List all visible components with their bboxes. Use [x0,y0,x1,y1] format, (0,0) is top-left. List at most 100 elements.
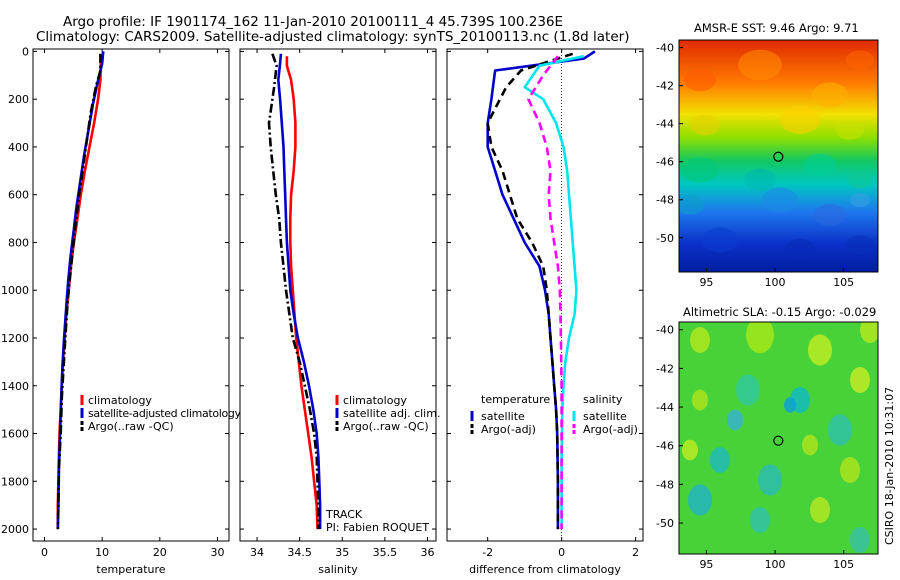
sst-map: 95 100 105 -40 -42 -44 -46 -48 -50 [656,39,879,289]
argo-location-marker [773,435,784,446]
y-tick-label: -46 [656,156,674,169]
x-tick-label: 35.5 [373,546,398,559]
sst-patch [846,235,874,255]
y-tick-label: 1800 [1,475,29,488]
y-tick-label: 800 [8,236,29,249]
sst-patch [848,171,872,189]
series-line-satellite-adj-clim- [277,53,322,530]
sla-patch [808,334,832,366]
sla-patch [860,322,878,343]
argo-location-marker [773,151,784,162]
legend-entry: satellite [481,410,525,423]
sst-patch [738,49,782,81]
y-tick-label: -44 [656,118,674,131]
sst-patch [784,238,816,262]
sla-patch [727,409,743,431]
sla-patch [850,527,870,553]
sla-patch [784,397,796,413]
legend-entry: climatology [343,394,407,407]
x-tick-label: 100 [765,558,786,571]
x-axis-label: salinity [318,563,358,576]
sst-patch [684,68,716,92]
sla-patch [840,457,860,483]
legend-group-header: salinity [583,393,623,406]
legend-entry: satellite adj. clim. [343,407,440,420]
salinity-panel: 34 34.5 35 35.5 36 salinity climatologysatelli… [239,48,440,576]
legend-entry: Argo(-adj) [583,423,638,436]
y-tick-label: 600 [8,189,29,202]
sst-patch [812,82,848,108]
x-tick-label: 30 [210,546,224,559]
sla-patch [688,484,712,516]
sst-patch [850,193,870,207]
plot-frame [239,48,437,542]
x-tick-label: 34 [250,546,264,559]
sla-patch [802,434,818,456]
x-tick-label: 35 [335,546,349,559]
legend-entry: Argo(..raw -QC) [88,420,174,433]
x-tick-label: 2 [632,546,639,559]
y-tick-label: -44 [656,401,674,414]
sst-patch [682,157,718,183]
sla-patch [682,439,698,461]
y-tick-label: 1600 [1,428,29,441]
sst-patch [702,227,738,253]
series-line-argo-raw-qc- [56,53,102,530]
sla-patch [746,322,774,354]
y-tick-label: 400 [8,141,29,154]
temperature-panel: 0 10 20 30 0 200 400 600 800 1000 1200 1400 1600 1800… [1,45,241,576]
sla-patch [710,447,730,473]
sla-patch [810,497,830,523]
x-tick-label: -2 [482,546,493,559]
difference-panel: -2 0 2 difference from climatology temperatu… [446,48,644,576]
y-tick-label: 2000 [1,523,29,536]
x-tick-label: 0 [558,546,565,559]
series-line-temperature-satellite [486,50,596,530]
x-tick-label: 95 [699,558,713,571]
y-tick-label: -48 [656,194,674,207]
x-axis-label: difference from climatology [469,563,621,576]
sla-patch [758,464,782,496]
sst-patch [679,195,704,215]
legend-entry: satellite [583,410,627,423]
map-image [679,322,878,554]
sla-patch [692,389,708,411]
y-tick-label: -42 [656,362,674,375]
sst-patch [690,114,720,136]
map-frame [678,321,879,555]
sst-patch [846,50,874,70]
series-line-salinity-argo-adj- [527,55,563,530]
plot-frame [32,48,230,542]
x-tick-label: 10 [95,546,109,559]
legend-entry: Argo(-adj) [481,423,536,436]
series-line-argo-raw-qc- [267,53,320,530]
y-tick-label: -40 [656,42,674,55]
sst-map-title: AMSR-E SST: 9.46 Argo: 9.71 [694,21,859,35]
y-tick-label: -50 [656,517,674,530]
y-tick-label: 0 [22,45,29,58]
y-tick-label: 200 [8,93,29,106]
y-tick-label: 1400 [1,380,29,393]
series-line-climatology [285,56,319,530]
sst-patch [762,187,798,213]
x-axis-label: temperature [96,563,165,576]
y-tick-label: -46 [656,440,674,453]
sla-patch [736,374,760,406]
map-image [679,40,878,272]
sla-patch [690,327,710,353]
legend-entry: satellite-adjusted climatology [88,407,241,420]
sst-patch [804,153,836,177]
y-tick-label: 1000 [1,284,29,297]
x-tick-label: 105 [833,276,854,289]
series-line-salinity-satellite [523,54,585,530]
x-tick-label: 20 [153,546,167,559]
x-tick-label: 100 [765,276,786,289]
figure-title-line-2: Climatology: CARS2009. Satellite-adjuste… [36,29,630,45]
legend-entry: Argo(..raw -QC) [343,420,429,433]
sla-patch [750,507,770,533]
y-tick-label: -42 [656,80,674,93]
sst-patch [836,120,864,140]
y-tick-label: -48 [656,478,674,491]
y-tick-label: -40 [656,324,674,337]
